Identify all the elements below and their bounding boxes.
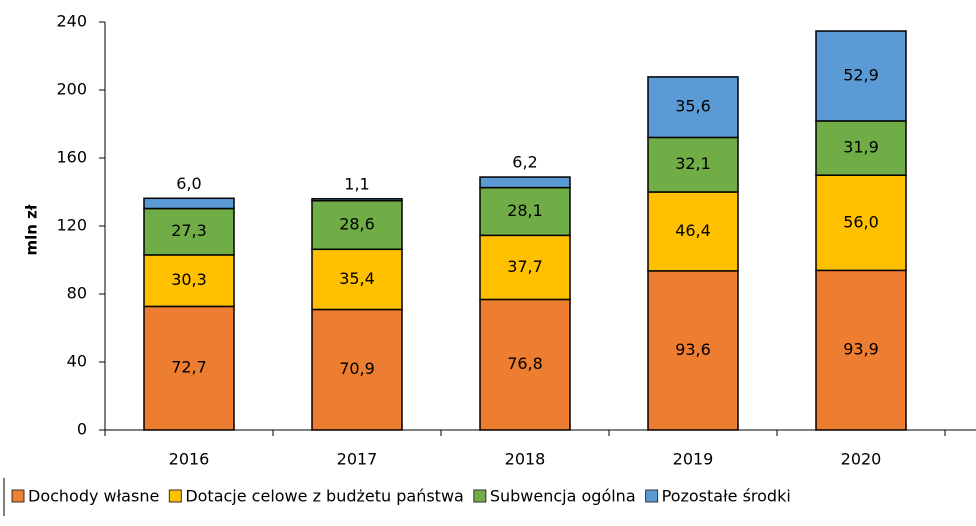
data-label: 1,1 (344, 174, 369, 193)
legend-swatch (473, 489, 487, 503)
data-label: 52,9 (843, 65, 879, 84)
data-label: 30,3 (171, 270, 207, 289)
data-label: 46,4 (675, 221, 711, 240)
data-label: 37,7 (507, 257, 543, 276)
bar-segment (647, 270, 739, 431)
data-label: 76,8 (507, 354, 543, 373)
y-tick-label: 120 (56, 216, 87, 235)
y-tick-label: 80 (67, 284, 87, 303)
bar-segment (143, 197, 235, 210)
data-label: 56,0 (843, 212, 879, 231)
data-label: 72,7 (171, 358, 207, 377)
bar-segment (647, 76, 739, 139)
x-tick-label: 2016 (169, 450, 210, 469)
bar-segment (815, 269, 907, 431)
data-label: 35,4 (339, 269, 375, 288)
bar-segment (143, 207, 235, 256)
x-tick-label: 2017 (337, 450, 378, 469)
x-tick-label: 2020 (841, 450, 882, 469)
bar-segment (311, 199, 403, 251)
legend-swatch (11, 489, 25, 503)
bar-segment (479, 186, 571, 237)
data-label: 28,1 (507, 201, 543, 220)
bar-segment (311, 308, 403, 431)
data-label: 93,6 (675, 340, 711, 359)
bar-segment (815, 30, 907, 122)
data-label: 28,6 (339, 214, 375, 233)
data-label: 6,0 (176, 174, 201, 193)
data-label: 6,2 (512, 153, 537, 172)
legend-swatch (168, 489, 182, 503)
legend-label: Pozostałe środki (662, 487, 791, 506)
x-tick-label: 2019 (673, 450, 714, 469)
bar-segment (647, 136, 739, 193)
data-label: 35,6 (675, 97, 711, 116)
bar-segment (479, 234, 571, 301)
legend-label: Dotacje celowe z budżetu państwa (185, 487, 464, 506)
y-tick-label: 240 (56, 12, 87, 31)
bar-segment (815, 120, 907, 176)
bar-segment (311, 248, 403, 311)
y-tick-label: 160 (56, 148, 87, 167)
bar-segment (143, 254, 235, 308)
legend-label: Dochody własne (28, 487, 159, 506)
x-tick-label: 2018 (505, 450, 546, 469)
y-tick-label: 200 (56, 80, 87, 99)
data-label: 32,1 (675, 154, 711, 173)
bar-segment (143, 305, 235, 431)
data-label: 70,9 (339, 359, 375, 378)
data-label: 27,3 (171, 221, 207, 240)
bar-segment (479, 176, 571, 189)
bar-segment (311, 198, 403, 202)
data-label: 31,9 (843, 138, 879, 157)
y-axis-label: mln zł (23, 204, 41, 255)
y-tick-label: 40 (67, 352, 87, 371)
bar-segment (815, 174, 907, 272)
y-tick-label: 0 (77, 420, 87, 439)
bar-segment (647, 191, 739, 272)
legend-swatch (645, 489, 659, 503)
legend-label: Subwencja ogólna (490, 487, 636, 506)
data-label: 93,9 (843, 340, 879, 359)
